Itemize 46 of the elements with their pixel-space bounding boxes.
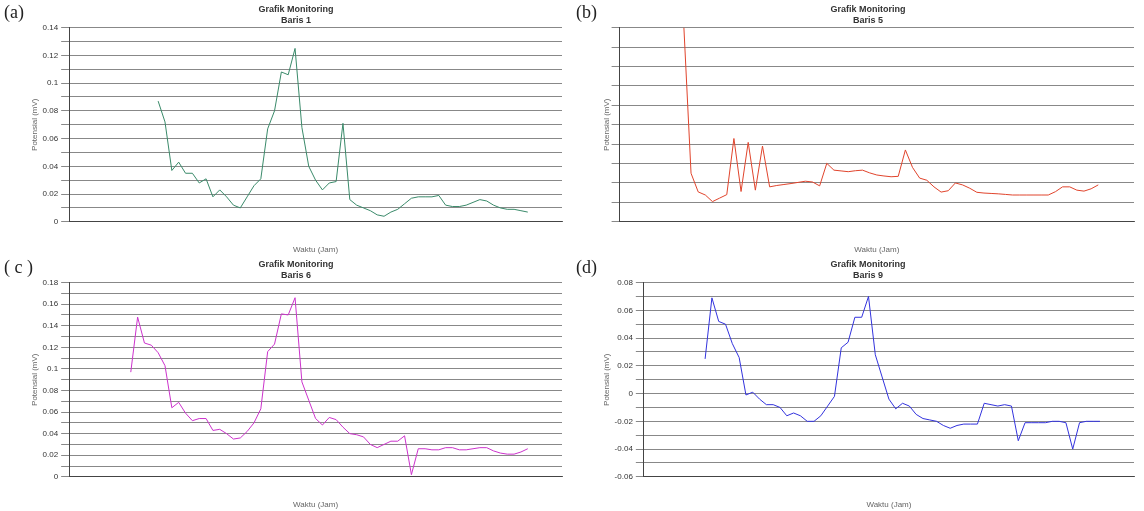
- y-tick-label: 0: [628, 388, 634, 398]
- y-tick-label: 0.08: [617, 277, 634, 287]
- y-tick-label: 0.08: [42, 106, 59, 116]
- y-axis-title: Potensial (mV): [30, 98, 39, 151]
- y-tick-label: -0.04: [614, 444, 634, 454]
- x-axis-title: Waktu (Jam): [293, 245, 339, 255]
- x-axis-title: Waktu (Jam): [854, 245, 900, 255]
- y-tick-label: 0: [53, 217, 59, 226]
- y-tick-label: -0.02: [614, 416, 634, 426]
- y-tick-label: 0.04: [617, 333, 634, 343]
- y-tick-label: 0.1: [47, 364, 59, 374]
- chart-title: Grafik Monitoring: [830, 3, 906, 14]
- chart-subtitle: Baris 9: [852, 269, 884, 280]
- y-tick-label: 0.12: [42, 342, 59, 352]
- y-axis-title: Potensial (mV): [30, 353, 39, 406]
- chart-title: Grafik Monitoring: [258, 258, 334, 269]
- y-tick-label: 0.06: [42, 407, 59, 417]
- y-tick-label: 0.14: [42, 22, 59, 32]
- y-tick-label: 0.04: [42, 428, 59, 438]
- chart-title: Grafik Monitoring: [258, 3, 334, 14]
- chart-subtitle: Baris 1: [280, 14, 312, 25]
- y-tick-label: -0.06: [614, 472, 634, 481]
- y-tick-label: 0.08: [42, 385, 59, 395]
- y-tick-label: 0.02: [617, 361, 634, 371]
- text: (b): [576, 1, 597, 23]
- chart-subtitle: Baris 6: [280, 269, 312, 280]
- chart-subtitle: Baris 5: [852, 14, 884, 25]
- y-tick-label: 0.12: [42, 50, 59, 60]
- y-tick-label: 0.1: [47, 78, 59, 88]
- y-tick-label: 0.04: [42, 161, 59, 171]
- x-axis-title: Waktu (Jam): [293, 500, 339, 510]
- y-tick-label: 0.06: [42, 133, 59, 143]
- y-tick-label: 0.18: [42, 277, 59, 287]
- y-tick-label: 0.14: [42, 320, 59, 330]
- text: (a): [4, 1, 24, 23]
- y-tick-label: 0.16: [42, 299, 59, 309]
- y-tick-label: 0.02: [42, 189, 59, 199]
- y-axis-title: Potensial (mV): [602, 353, 611, 406]
- x-axis-title: Waktu (Jam): [866, 500, 912, 510]
- y-tick-label: 0.06: [617, 305, 634, 315]
- chart-title: Grafik Monitoring: [830, 258, 906, 269]
- text: (d): [576, 256, 597, 278]
- y-axis-title: Potensial (mV): [602, 98, 611, 151]
- text: ( c ): [4, 256, 33, 278]
- y-tick-label: 0.02: [42, 450, 59, 460]
- y-tick-label: 0: [53, 472, 59, 481]
